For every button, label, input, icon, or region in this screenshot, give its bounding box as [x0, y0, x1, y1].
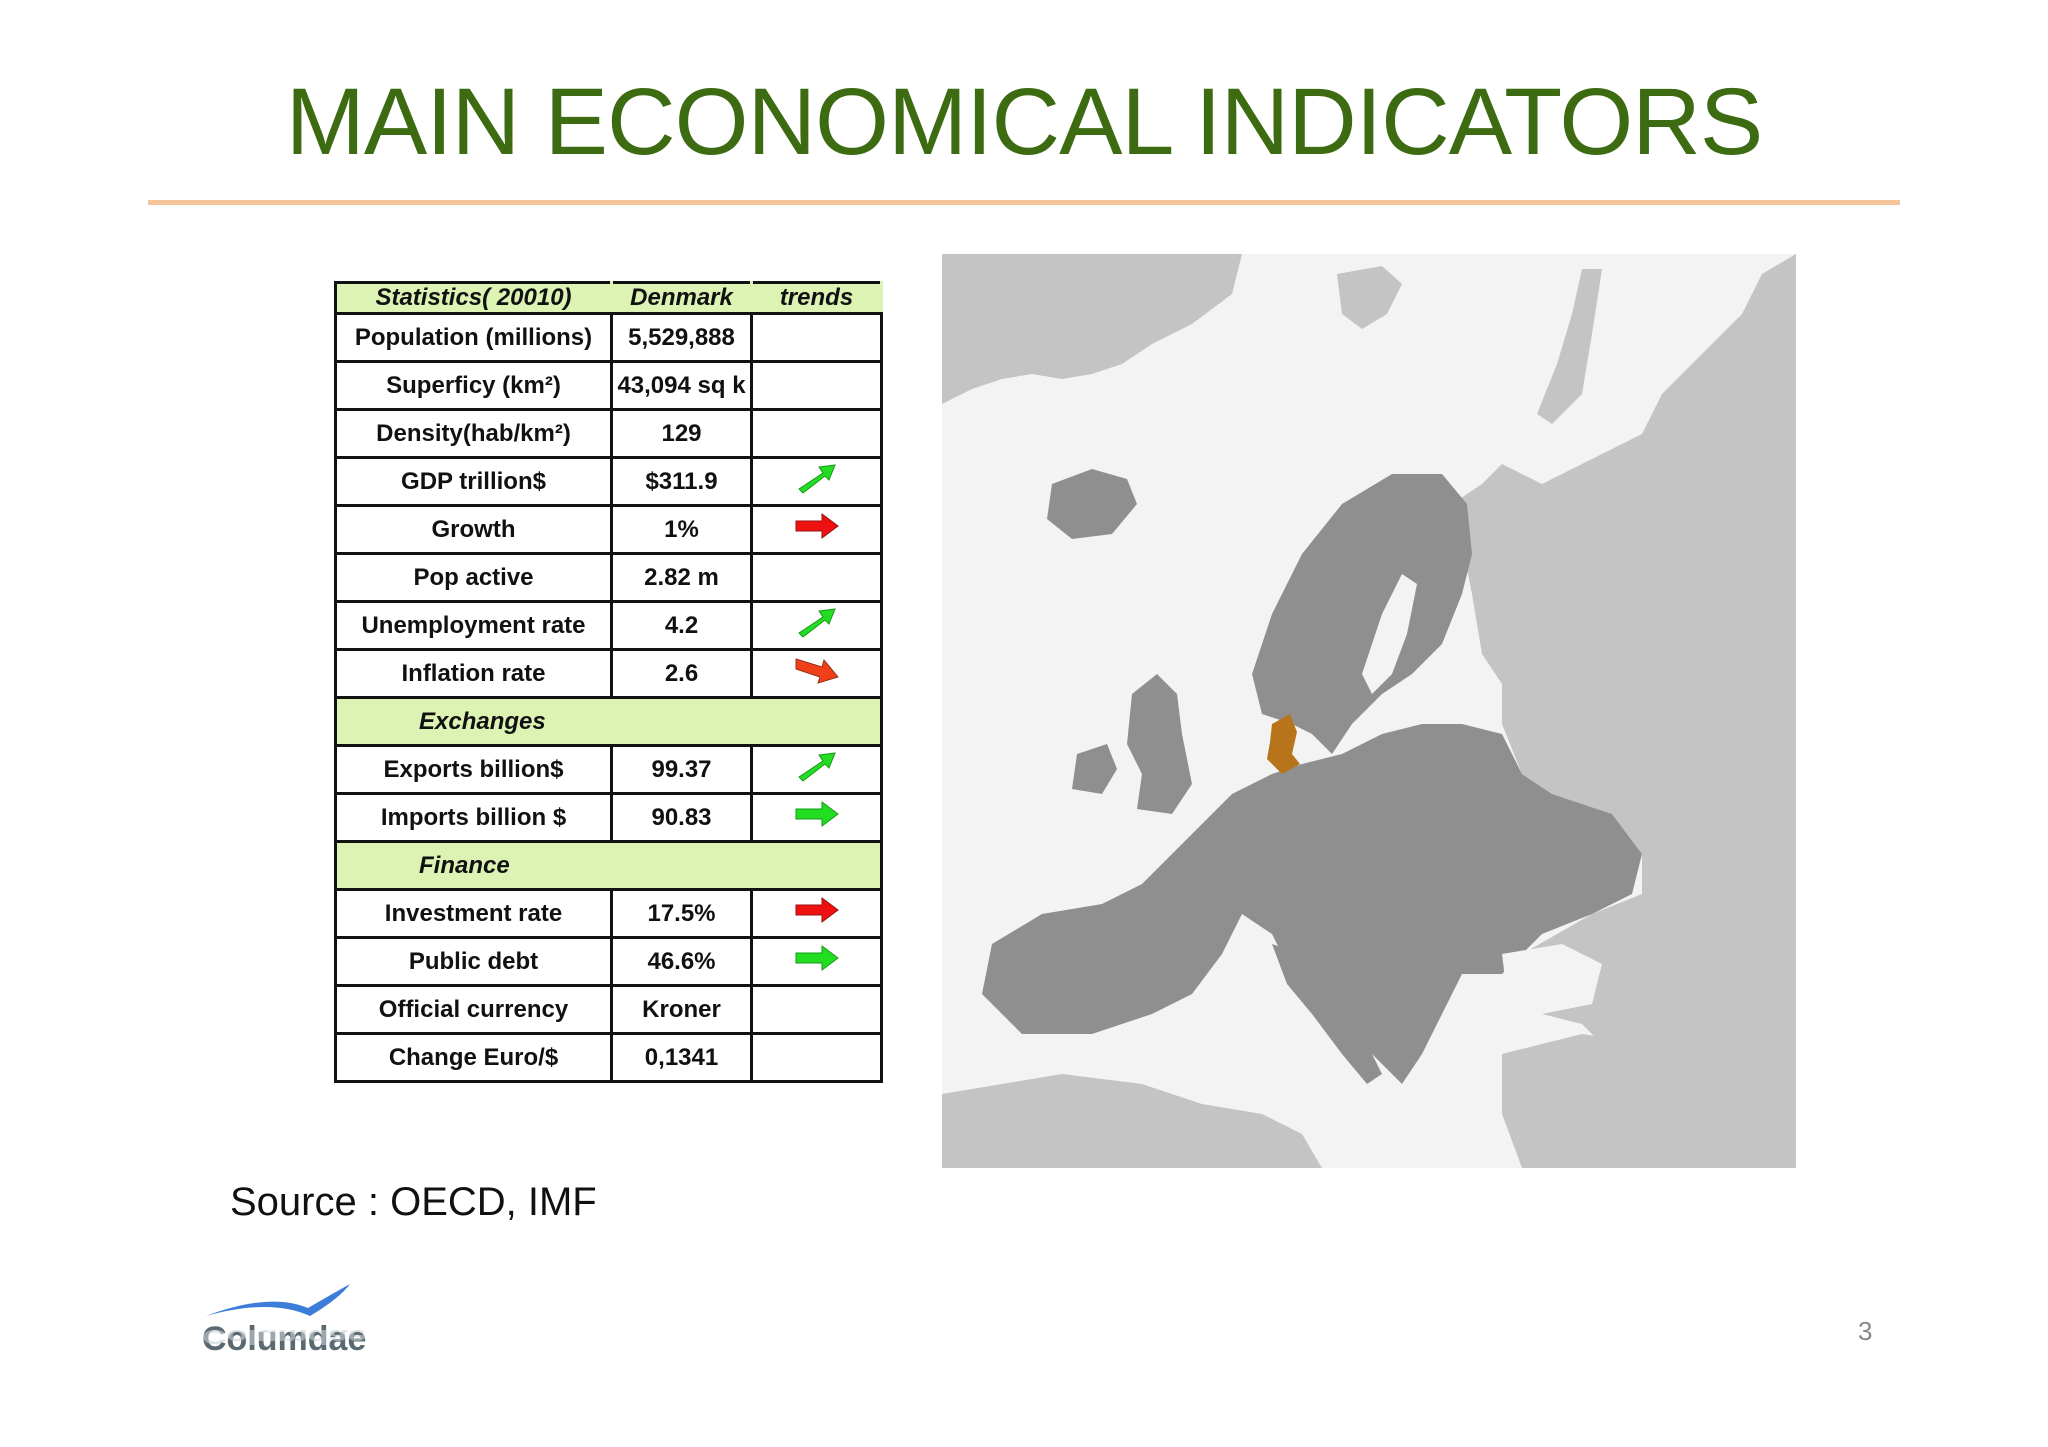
map-scandinavia: [1252, 474, 1472, 754]
title-divider: [148, 200, 1900, 205]
trend-arrow-red-right-icon: [794, 511, 840, 548]
indicator-value: 129: [610, 408, 753, 459]
indicator-value: Kroner: [610, 984, 753, 1035]
indicator-label: Superficy (km²): [334, 360, 613, 411]
indicator-label: Change Euro/$: [334, 1032, 613, 1083]
europe-map-image: [942, 254, 1796, 1168]
table-row: Pop active 2.82 m: [334, 552, 883, 603]
indicator-value: 43,094 sq k: [610, 360, 753, 411]
trend-cell: [750, 792, 883, 843]
table-row: GDP trillion$ $311.9: [334, 456, 883, 507]
trend-cell: [750, 1032, 883, 1083]
table-header-row: Statistics( 20010) Denmark trends: [334, 281, 883, 315]
trend-arrow-green-up-icon: [795, 749, 839, 790]
indicator-label: Growth: [334, 504, 613, 555]
indicator-label: Exports billion$: [334, 744, 613, 795]
europe-map: [942, 254, 1796, 1168]
indicator-value: 0,1341: [610, 1032, 753, 1083]
trend-cell: [750, 936, 883, 987]
indicator-label: Investment rate: [334, 888, 613, 939]
trend-arrow-red-right-icon: [794, 895, 840, 932]
table-row: Unemployment rate 4.2: [334, 600, 883, 651]
trend-cell: [750, 648, 883, 699]
section-label: Finance: [334, 840, 883, 891]
page-number: 3: [1858, 1316, 1873, 1346]
map-svalbard: [1337, 266, 1402, 329]
map-mainland-europe: [982, 724, 1642, 1084]
indicator-label: Inflation rate: [334, 648, 613, 699]
table-row: Investment rate 17.5%: [334, 888, 883, 939]
map-iceland: [1047, 469, 1137, 539]
logo-reflection: Columdae: [202, 1325, 367, 1348]
map-russia-east: [1452, 254, 1796, 1168]
indicator-value: 46.6%: [610, 936, 753, 987]
indicator-value: 4.2: [610, 600, 753, 651]
table-row: Growth 1%: [334, 504, 883, 555]
table-row: Density(hab/km²) 129: [334, 408, 883, 459]
trend-cell: [750, 552, 883, 603]
map-turkey: [1502, 1034, 1796, 1168]
trend-cell: [750, 744, 883, 795]
map-novaya-zemlya: [1537, 269, 1602, 424]
indicator-value: 1%: [610, 504, 753, 555]
trend-arrow-green-up-icon: [795, 605, 839, 646]
table-row: Superficy (km²) 43,094 sq k: [334, 360, 883, 411]
columdae-logo: Columdae Columdae: [200, 1278, 390, 1376]
slide-title: MAIN ECONOMICAL INDICATORS: [285, 69, 1764, 175]
map-italy: [1272, 944, 1382, 1084]
section-label: Exchanges: [334, 696, 883, 747]
header-statistics: Statistics( 20010): [334, 281, 613, 315]
table-row: Official currency Kroner: [334, 984, 883, 1035]
map-britain: [1127, 674, 1192, 814]
indicator-label: GDP trillion$: [334, 456, 613, 507]
trend-cell: [750, 600, 883, 651]
trend-arrow-green-up-icon: [795, 461, 839, 502]
indicator-label: Public debt: [334, 936, 613, 987]
trend-cell: [750, 888, 883, 939]
table-row: Public debt 46.6%: [334, 936, 883, 987]
indicator-label: Imports billion $: [334, 792, 613, 843]
trend-arrow-green-right-icon: [794, 943, 840, 980]
table-section-row: Exchanges: [334, 696, 883, 747]
table-row: Change Euro/$ 0,1341: [334, 1032, 883, 1083]
trend-cell: [750, 456, 883, 507]
map-denmark: [1267, 714, 1300, 774]
indicator-label: Density(hab/km²): [334, 408, 613, 459]
indicator-label: Pop active: [334, 552, 613, 603]
indicators-table: Statistics( 20010) Denmark trends Popula…: [334, 281, 883, 1083]
indicator-label: Population (millions): [334, 312, 613, 363]
map-north-africa: [942, 1074, 1322, 1168]
indicators-table-body: Statistics( 20010) Denmark trends Popula…: [334, 281, 883, 1083]
indicator-label: Official currency: [334, 984, 613, 1035]
map-greenland: [942, 254, 1242, 404]
indicator-value: 5,529,888: [610, 312, 753, 363]
indicator-value: 17.5%: [610, 888, 753, 939]
table-row: Exports billion$ 99.37: [334, 744, 883, 795]
indicator-value: 90.83: [610, 792, 753, 843]
trend-cell: [750, 504, 883, 555]
source-note: Source : OECD, IMF: [230, 1180, 597, 1224]
indicator-value: 2.82 m: [610, 552, 753, 603]
trend-cell: [750, 360, 883, 411]
map-ireland: [1072, 744, 1117, 794]
indicator-value: $311.9: [610, 456, 753, 507]
map-baltic-sea: [1362, 574, 1417, 694]
table-row: Population (millions) 5,529,888: [334, 312, 883, 363]
header-trends: trends: [750, 281, 883, 315]
trend-cell: [750, 408, 883, 459]
table-section-row: Finance: [334, 840, 883, 891]
trend-cell: [750, 312, 883, 363]
table-row: Imports billion $90.83: [334, 792, 883, 843]
table-row: Inflation rate 2.6: [334, 648, 883, 699]
map-black-sea: [1502, 944, 1602, 1014]
logo-text: Columdae: [202, 1320, 367, 1358]
indicator-value: 2.6: [610, 648, 753, 699]
trend-arrow-green-right-icon: [794, 799, 840, 836]
trend-cell: [750, 984, 883, 1035]
header-country: Denmark: [610, 281, 753, 315]
indicator-value: 99.37: [610, 744, 753, 795]
indicator-label: Unemployment rate: [334, 600, 613, 651]
logo-swoosh-icon: [206, 1284, 350, 1316]
trend-arrow-red-down-icon: [794, 653, 840, 694]
